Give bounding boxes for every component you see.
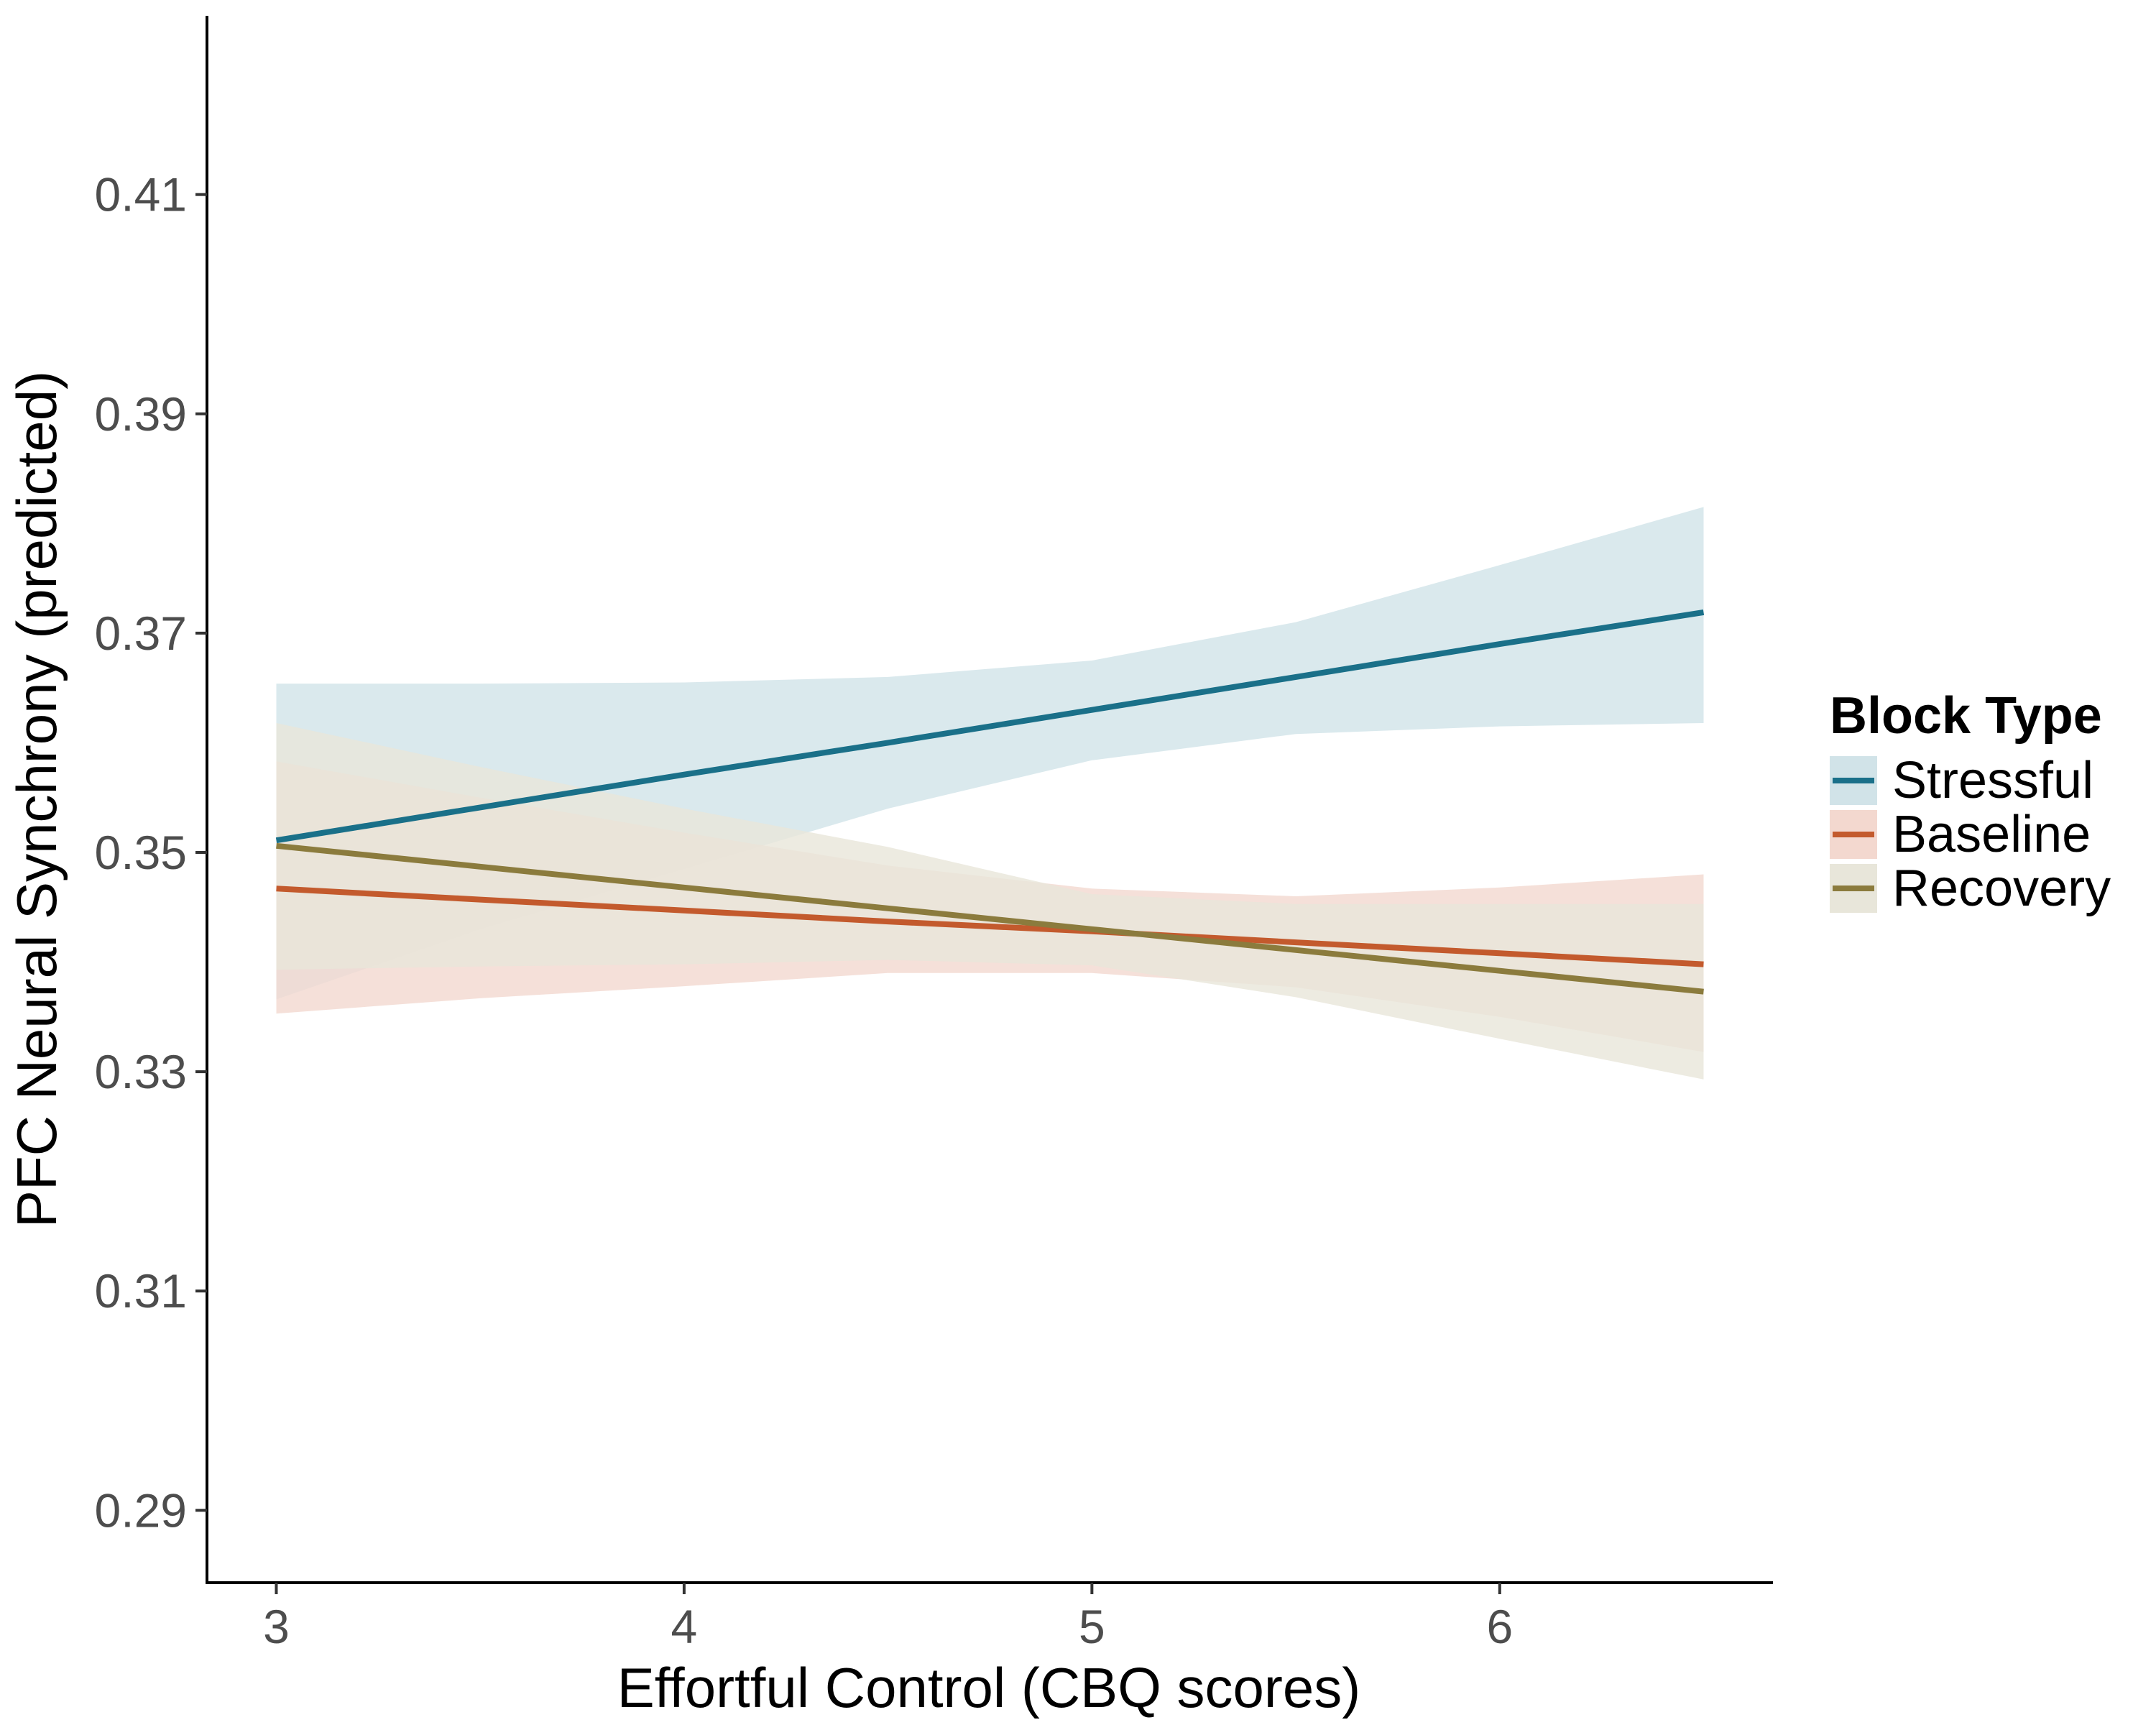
x-tick-label: 5: [1079, 1600, 1105, 1653]
band-recovery: [276, 723, 1704, 1080]
axes: [206, 16, 1773, 1584]
y-tick-label: 0.31: [95, 1264, 187, 1317]
series-lines: [275, 609, 1705, 995]
confidence-bands: [276, 507, 1704, 1080]
y-tick-label: 0.29: [95, 1484, 187, 1537]
legend-label-stressful: Stressful: [1892, 752, 2093, 809]
y-tick-label: 0.37: [95, 607, 187, 660]
legend-title: Block Type: [1830, 687, 2102, 745]
y-tick-label: 0.41: [95, 168, 187, 221]
line-recovery: [276, 842, 1704, 995]
y-ticks: 0.29 0.31 0.33 0.35 0.37 0.39 0.41: [95, 168, 207, 1537]
legend-label-baseline: Baseline: [1892, 806, 2091, 863]
y-tick-label: 0.39: [95, 387, 187, 441]
line-stressful: [275, 609, 1705, 844]
x-tick-label: 3: [263, 1600, 290, 1653]
x-axis-title: Effortful Control (CBQ scores): [617, 1656, 1361, 1719]
x-tick-label: 4: [671, 1600, 698, 1653]
x-ticks: 3 4 5 6: [263, 1583, 1513, 1653]
line-baseline: [276, 886, 1704, 967]
y-tick-label: 0.35: [95, 826, 187, 879]
y-axis-title: PFC Neural Synchrony (predicted): [5, 371, 68, 1228]
y-tick-label: 0.33: [95, 1045, 187, 1098]
legend-label-recovery: Recovery: [1892, 860, 2111, 917]
x-tick-label: 6: [1486, 1600, 1513, 1653]
